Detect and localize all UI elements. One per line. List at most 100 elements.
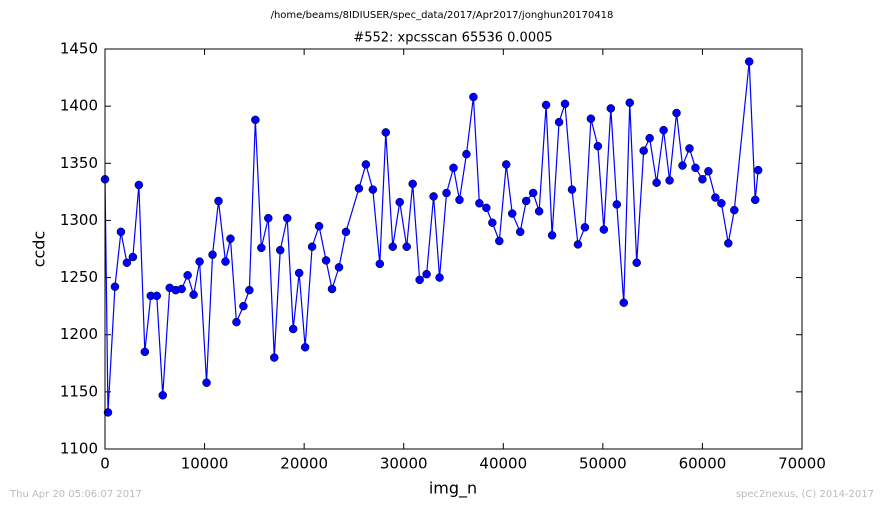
x-axis-label: img_n (429, 479, 477, 499)
credit: spec2nexus, (C) 2014-2017 (736, 489, 874, 500)
x-tick-label: 40000 (479, 455, 527, 473)
y-tick-label: 1450 (60, 40, 98, 58)
point (288, 324, 298, 334)
point (221, 257, 230, 266)
point (116, 227, 126, 237)
point (422, 269, 431, 279)
point (612, 200, 622, 209)
point (307, 242, 317, 251)
point (750, 195, 760, 205)
point (534, 207, 544, 216)
point (488, 218, 497, 227)
point (388, 242, 398, 251)
point (469, 92, 478, 102)
point (606, 104, 616, 113)
point (502, 160, 511, 169)
point (361, 160, 371, 169)
point (264, 213, 273, 223)
point (704, 167, 713, 176)
point (208, 250, 217, 259)
y-tick-label: 1350 (60, 154, 98, 172)
point (528, 188, 538, 198)
x-tick-label: 30000 (380, 455, 428, 473)
point (239, 301, 248, 311)
point (415, 275, 424, 285)
point (659, 125, 668, 135)
point (711, 193, 720, 202)
point (300, 343, 310, 352)
x-tick-label: 20000 (280, 455, 328, 473)
point (547, 231, 557, 240)
point (368, 185, 378, 194)
point (354, 184, 364, 193)
y-tick-label: 1200 (60, 325, 98, 343)
point (158, 391, 168, 400)
y-tick-label: 1300 (60, 211, 98, 229)
point (275, 245, 285, 255)
point (257, 243, 266, 253)
point (475, 199, 484, 208)
point (442, 188, 451, 198)
point (314, 221, 324, 231)
point (599, 225, 609, 234)
point (270, 353, 279, 362)
point (717, 199, 726, 208)
point (381, 128, 391, 137)
point (177, 284, 186, 294)
point (341, 227, 351, 237)
point (195, 257, 204, 266)
point (639, 146, 648, 155)
point (698, 175, 707, 184)
point (753, 165, 763, 175)
point (685, 144, 694, 153)
y-tick-label: 1400 (60, 97, 98, 115)
point (294, 268, 304, 278)
point (402, 242, 411, 251)
point (245, 285, 254, 295)
y-tick-label: 1100 (60, 440, 98, 458)
point (652, 178, 661, 187)
point (586, 114, 596, 123)
point (678, 161, 687, 170)
point (110, 282, 120, 291)
x-tick-label: 0 (100, 455, 110, 473)
point (554, 117, 564, 127)
point (521, 196, 531, 206)
point (103, 408, 113, 417)
point (625, 98, 634, 107)
point (573, 240, 583, 249)
point (214, 196, 223, 206)
point (375, 259, 385, 269)
y-axis-label: ccdc (30, 231, 49, 268)
point (122, 258, 132, 267)
point (429, 192, 438, 201)
point (724, 239, 733, 248)
point (282, 213, 292, 223)
point (455, 195, 464, 205)
point (226, 234, 235, 243)
point (691, 163, 700, 173)
point (189, 290, 198, 299)
point (140, 347, 150, 357)
timestamp: Thu Apr 20 05:06:07 2017 (9, 489, 142, 500)
x-tick-label: 50000 (579, 455, 627, 473)
point (251, 115, 260, 125)
point (580, 223, 590, 232)
point (541, 100, 551, 110)
point (334, 263, 344, 272)
x-tick-label: 70000 (778, 455, 826, 473)
y-tick-label: 1150 (60, 382, 98, 400)
suptitle: /home/beams/8IDIUSER/spec_data/2017/Apr2… (271, 10, 614, 21)
point (449, 163, 458, 173)
plot-frame (104, 48, 803, 450)
point (593, 141, 603, 151)
point (560, 99, 570, 109)
point (482, 203, 491, 213)
point (665, 176, 674, 185)
point (408, 179, 417, 189)
point (395, 197, 404, 207)
point (645, 133, 654, 143)
point (619, 298, 629, 307)
point (567, 185, 577, 194)
